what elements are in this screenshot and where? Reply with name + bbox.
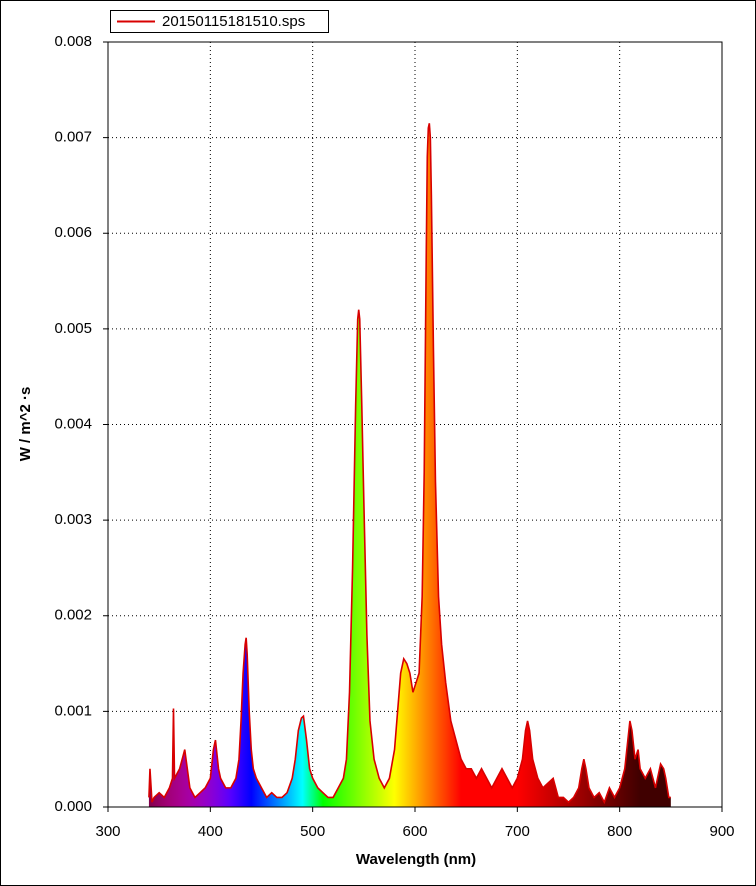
plot-frame bbox=[107, 41, 723, 808]
legend-box bbox=[110, 10, 329, 33]
grid bbox=[103, 41, 723, 812]
y-tick-label: 0.008 bbox=[54, 33, 92, 50]
y-tick-label: 0.005 bbox=[54, 320, 92, 337]
x-tick-label: 800 bbox=[607, 823, 632, 840]
plot-data bbox=[148, 123, 671, 807]
x-axis-label: Wavelength (nm) bbox=[356, 851, 476, 868]
series-line bbox=[148, 123, 671, 805]
y-tick-label: 0.004 bbox=[54, 415, 92, 432]
x-tick-label: 700 bbox=[505, 823, 530, 840]
y-tick-label: 0.002 bbox=[54, 607, 92, 624]
legend: 20150115181510.sps bbox=[110, 10, 329, 33]
y-tick-label: 0.006 bbox=[54, 224, 92, 241]
y-axis-label: W / m^2 ·s bbox=[17, 387, 34, 462]
x-tick-label: 600 bbox=[402, 823, 427, 840]
x-tick-label: 500 bbox=[300, 823, 325, 840]
x-tick-label: 400 bbox=[198, 823, 223, 840]
x-tick-label: 300 bbox=[95, 823, 120, 840]
y-tick-label: 0.007 bbox=[54, 129, 92, 146]
x-tick-label: 900 bbox=[709, 823, 734, 840]
y-tick-label: 0.001 bbox=[54, 702, 92, 719]
y-tick-label: 0.000 bbox=[54, 798, 92, 815]
legend-entry: 20150115181510.sps bbox=[162, 13, 305, 30]
y-tick-label: 0.003 bbox=[54, 511, 92, 528]
